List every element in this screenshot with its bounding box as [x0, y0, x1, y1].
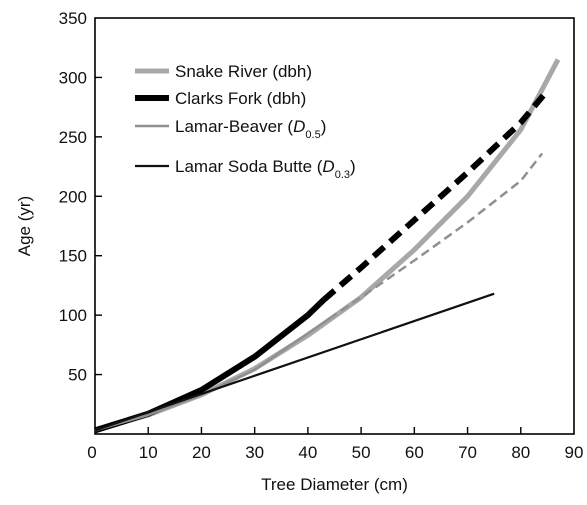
- x-tick-label: 80: [511, 443, 530, 462]
- series-3-solid-line: [94, 317, 330, 432]
- y-axis-title: Age (yr): [15, 196, 34, 256]
- legend-label-3: Lamar-Beaver (D0.5): [175, 117, 326, 141]
- x-tick-label: 60: [405, 443, 424, 462]
- x-tick-label: 30: [245, 443, 264, 462]
- x-tick-label: 0: [87, 443, 96, 462]
- legend-label-4: Lamar Soda Butte (D0.3): [175, 157, 356, 181]
- y-tick-label: 300: [59, 68, 87, 87]
- x-tick-label: 70: [458, 443, 477, 462]
- x-tick-label: 40: [298, 443, 317, 462]
- legend: Snake River (dbh) Clarks Fork (dbh) Lamar-…: [135, 62, 356, 181]
- y-tick-label: 200: [59, 187, 87, 206]
- y-tick-label: 150: [59, 247, 87, 266]
- legend-label-2: Clarks Fork (dbh): [175, 89, 306, 108]
- plot-frame: [94, 17, 575, 435]
- series-4-line: [94, 292, 495, 432]
- x-axis-title: Tree Diameter (cm): [261, 475, 408, 494]
- x-tick-label: 50: [352, 443, 371, 462]
- y-tick-label: 50: [68, 366, 87, 385]
- series-3-dashed-line: [328, 152, 544, 320]
- series-2-dashed-line: [321, 88, 550, 302]
- y-tick-label: 100: [59, 306, 87, 325]
- plot-border: [94, 17, 575, 435]
- y-axis-ticks: 50 100 150 200 250 300 350: [59, 9, 102, 385]
- legend-label-1: Snake River (dbh): [175, 62, 312, 81]
- x-tick-label: 90: [565, 443, 584, 462]
- series-1-line: [94, 58, 561, 433]
- x-tick-label: 20: [192, 443, 211, 462]
- series-2-solid-line: [94, 297, 326, 434]
- y-tick-label: 250: [59, 128, 87, 147]
- y-tick-label: 350: [59, 9, 87, 28]
- x-axis-ticks: 0 10 20 30 40 50 60 70 80 90: [87, 427, 583, 462]
- series-layer: [94, 58, 561, 434]
- x-tick-label: 10: [139, 443, 158, 462]
